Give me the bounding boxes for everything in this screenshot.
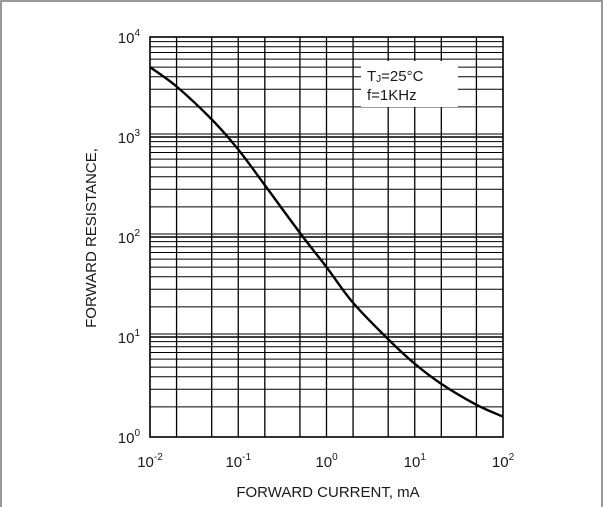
x-tick-label: 100 xyxy=(315,452,338,471)
annotation-box xyxy=(361,61,458,107)
y-tick-label: 100 xyxy=(118,428,141,447)
y-tick-label: 101 xyxy=(118,328,141,347)
x-tick-label: 102 xyxy=(492,452,515,471)
y-tick-label: 104 xyxy=(118,28,141,47)
tick-labels: 10-2 10-1 100 101 102 100 101 102 103 104 xyxy=(118,28,515,471)
plot-border xyxy=(149,36,504,438)
annotation: TJ=25°C f=1KHz xyxy=(361,61,458,107)
annotation-frequency: f=1KHz xyxy=(367,87,417,104)
x-axis-label: FORWARD CURRENT, mA xyxy=(236,484,419,501)
grid xyxy=(149,36,504,438)
y-axis-label: FORWARD RESISTANCE, xyxy=(83,148,100,328)
series xyxy=(149,66,504,418)
x-tick-label: 101 xyxy=(404,452,427,471)
x-tick-label: 10-2 xyxy=(137,452,163,471)
forward-resistance-curve xyxy=(149,66,504,418)
y-tick-label: 102 xyxy=(118,228,141,247)
annotation-temperature: TJ=25°C xyxy=(367,68,424,85)
x-tick-label: 10-1 xyxy=(225,452,251,471)
y-tick-label: 103 xyxy=(118,128,141,147)
